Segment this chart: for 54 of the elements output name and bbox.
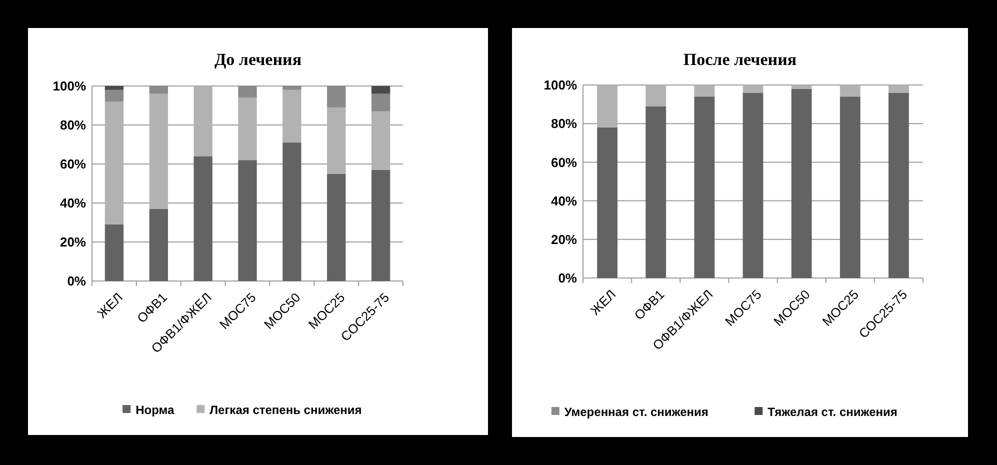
bar [149,86,168,94]
y-tick-label: 100% [52,78,86,94]
bar [327,107,346,174]
bar [597,85,618,128]
bar [646,85,666,106]
bar [327,86,346,108]
y-tick-label: 60% [60,156,86,172]
bar [694,96,715,278]
bar [888,85,909,93]
y-tick-label: 100% [544,78,578,93]
bar [194,86,212,156]
bar [238,98,257,160]
bar [371,111,390,170]
legend-label: Легкая степень снижения [210,403,362,418]
bar [282,90,302,143]
y-tick-label: 60% [550,154,578,170]
bar [791,85,812,89]
y-tick-label: 40% [60,196,86,211]
chart-title: После лечения [683,50,797,69]
bar [104,102,124,224]
bar [282,142,302,281]
bar [694,85,715,97]
y-tick-label: 0% [67,274,86,289]
bar [282,86,302,90]
bar [194,156,212,281]
y-tick-label: 40% [550,193,578,208]
bar [646,106,666,278]
bar [104,224,124,281]
y-tick-label: 20% [550,232,578,247]
y-tick-label: 80% [60,118,86,133]
bar [238,86,257,98]
legend-label: Умеренная ст. снижения [564,405,708,420]
bar [597,127,618,278]
bar [149,208,168,281]
bar [791,88,812,278]
y-tick-label: 0% [558,270,578,286]
bar [742,92,764,278]
bar [840,96,860,278]
bar [371,94,390,112]
bar [104,90,124,102]
legend-label: Тяжелая ст. снижения [768,405,898,420]
y-tick-label: 20% [60,234,86,250]
bar [327,174,346,281]
y-tick-label: 80% [550,116,578,132]
bar [371,86,390,94]
bar [888,92,909,278]
chart-title: До лечения [214,50,302,69]
bar [840,85,860,97]
legend-label: Норма [136,403,174,418]
bar [104,86,124,90]
bar [371,170,390,281]
bar [742,85,764,93]
bar [238,160,257,281]
bar [149,94,168,209]
